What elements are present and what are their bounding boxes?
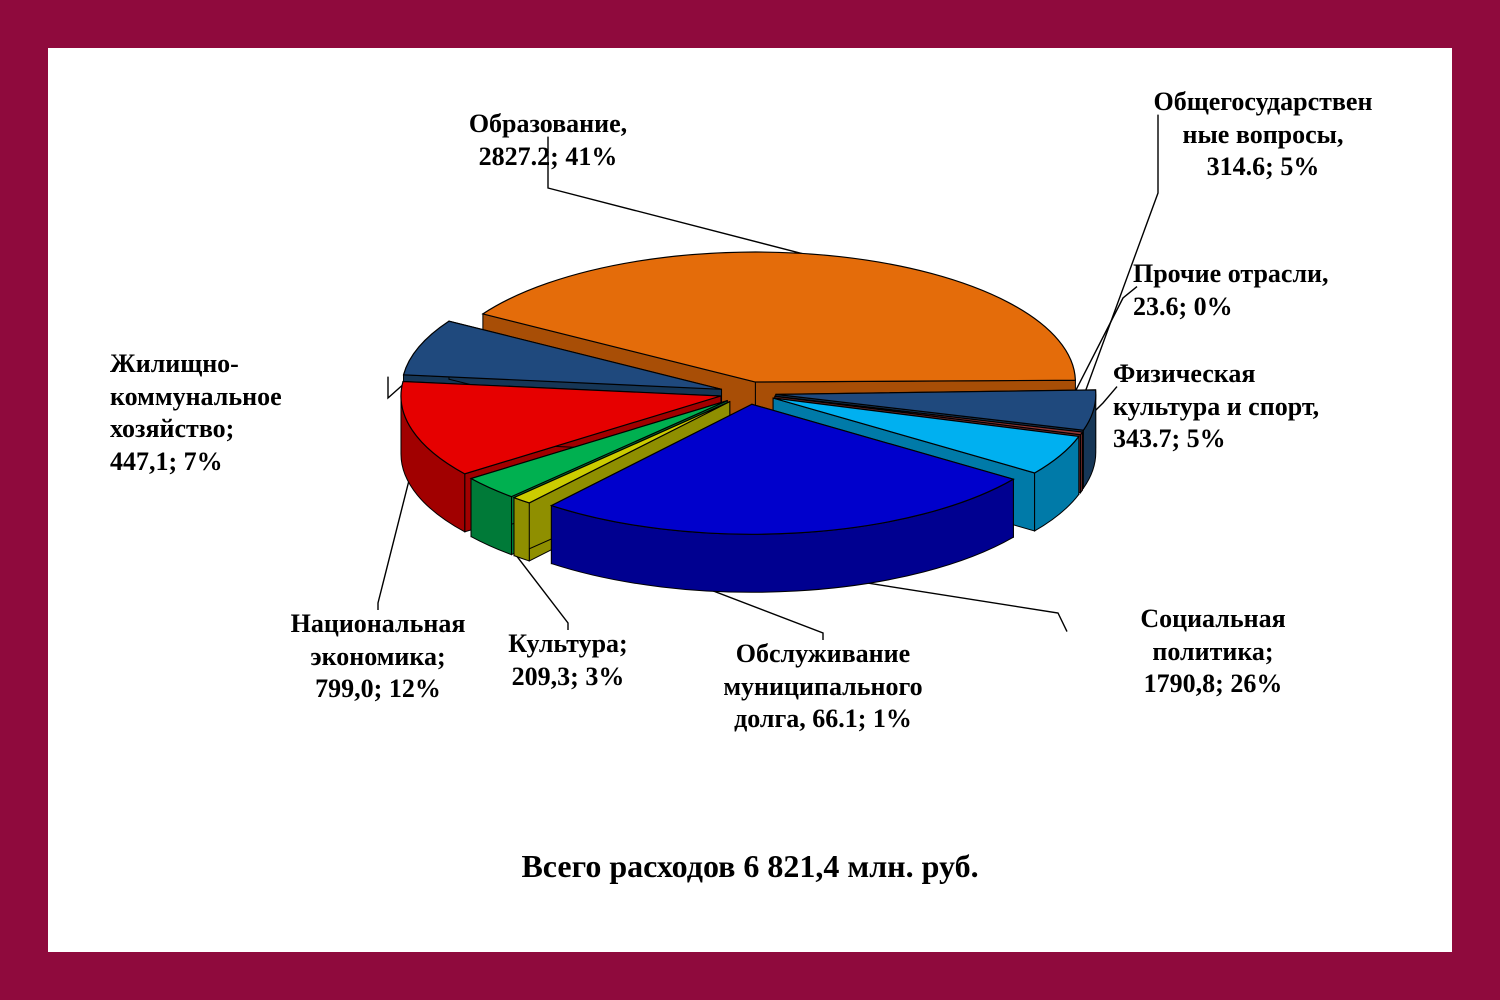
pie-label-sport: Физическая культура и спорт, 343.7; 5%	[1113, 358, 1433, 456]
pie-label-education: Образование, 2827.2; 41%	[378, 108, 718, 173]
pie-label-housing: Жилищно- коммунальное хозяйство; 447,1; …	[110, 348, 390, 478]
pie-label-economy: Национальная экономика; 799,0; 12%	[228, 608, 528, 706]
total-expenditure-caption: Всего расходов 6 821,4 млн. руб.	[48, 848, 1452, 885]
pie-chart-svg	[48, 48, 1452, 952]
pie-label-other: Прочие отрасли, 23.6; 0%	[1133, 258, 1433, 323]
pie-label-general_gov: Общегосударствен ные вопросы, 314.6; 5%	[1103, 86, 1423, 184]
chart-outer-frame: Общегосударствен ные вопросы, 314.6; 5% П…	[0, 0, 1500, 1000]
pie-label-social: Социальная политика; 1790,8; 26%	[1063, 603, 1363, 701]
chart-canvas: Общегосударствен ные вопросы, 314.6; 5% П…	[48, 48, 1452, 952]
pie-label-debt: Обслуживание муниципального долга, 66.1;…	[673, 638, 973, 736]
